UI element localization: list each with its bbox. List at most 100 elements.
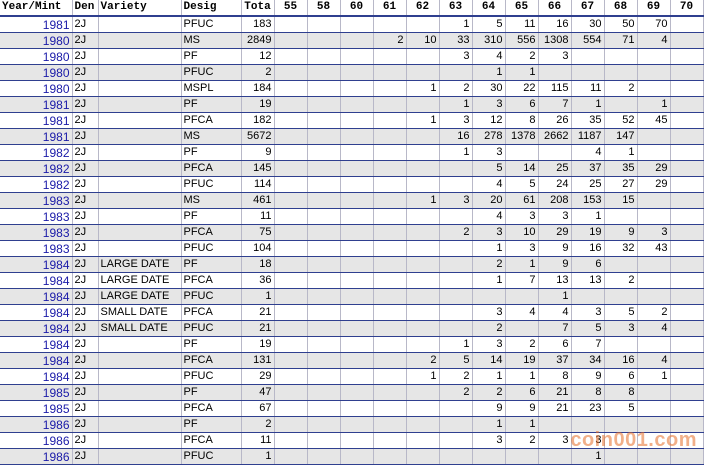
grade-cell	[274, 144, 308, 161]
table-row: 1984 2J LARGE DATE PF 18 2 1 9 6	[0, 256, 704, 273]
year-link[interactable]: 1984	[0, 336, 73, 353]
grade-cell	[406, 224, 440, 241]
year-link[interactable]: 1984	[0, 304, 73, 321]
year-link[interactable]: 1981	[0, 16, 73, 33]
grade-cell	[373, 128, 407, 145]
year-link[interactable]: 1984	[0, 320, 73, 337]
grade-count: 1	[505, 416, 539, 433]
grade-cell	[637, 80, 671, 97]
grade-count: 15	[604, 192, 638, 209]
grade-count: 12	[472, 112, 506, 129]
year-link[interactable]: 1985	[0, 400, 73, 417]
grade-cell	[274, 416, 308, 433]
table-row: 1980 2J MS 2849 2 10 33 310 556 1308 554 71 4	[0, 32, 704, 49]
grade-cell	[637, 432, 671, 449]
grade-cell	[637, 416, 671, 433]
year-link[interactable]: 1983	[0, 192, 73, 209]
grade-cell	[274, 160, 308, 177]
grade-count: 14	[472, 352, 506, 369]
grade-cell	[571, 288, 605, 305]
grade-cell	[406, 160, 440, 177]
grade-count: 4	[571, 144, 605, 161]
year-link[interactable]: 1980	[0, 64, 73, 81]
grade-count: 3	[637, 224, 671, 241]
grade-cell	[670, 320, 704, 337]
grade-cell	[340, 352, 374, 369]
grade-cell	[307, 16, 341, 33]
grade-cell	[307, 272, 341, 289]
grade-cell	[439, 256, 473, 273]
year-link[interactable]: 1980	[0, 80, 73, 97]
table-row: 1981 2J PFUC 183 1 5 11 16 30 50 70	[0, 16, 704, 33]
year-link[interactable]: 1984	[0, 368, 73, 385]
grade-count: 2	[604, 272, 638, 289]
year-link[interactable]: 1984	[0, 352, 73, 369]
grade-cell	[373, 224, 407, 241]
year-link[interactable]: 1980	[0, 32, 73, 49]
grade-cell	[637, 128, 671, 145]
grade-cell	[340, 320, 374, 337]
year-link[interactable]: 1984	[0, 288, 73, 305]
total: 36	[241, 272, 275, 289]
year-link[interactable]: 1982	[0, 160, 73, 177]
designation: MS	[181, 192, 242, 209]
year-link[interactable]: 1980	[0, 48, 73, 65]
year-link[interactable]: 1982	[0, 144, 73, 161]
table-row: 1984 2J LARGE DATE PFUC 1 1	[0, 288, 704, 305]
watermark: coin001.com	[570, 429, 697, 451]
year-link[interactable]: 1983	[0, 224, 73, 241]
grade-cell	[670, 304, 704, 321]
year-link[interactable]: 1986	[0, 416, 73, 433]
grade-count: 7	[571, 336, 605, 353]
grade-cell	[670, 16, 704, 33]
grade-cell	[340, 48, 374, 65]
denomination: 2J	[72, 320, 99, 337]
grade-cell	[274, 128, 308, 145]
designation: PF	[181, 336, 242, 353]
grade-cell	[670, 32, 704, 49]
grade-cell	[604, 208, 638, 225]
grade-count: 278	[472, 128, 506, 145]
denomination: 2J	[72, 112, 99, 129]
year-link[interactable]: 1984	[0, 256, 73, 273]
denomination: 2J	[72, 384, 99, 401]
grade-count: 3	[505, 240, 539, 257]
year-link[interactable]: 1985	[0, 384, 73, 401]
total: 182	[241, 112, 275, 129]
variety	[98, 16, 182, 33]
year-link[interactable]: 1984	[0, 272, 73, 289]
grade-count: 3	[538, 432, 572, 449]
grade-cell	[373, 208, 407, 225]
variety	[98, 336, 182, 353]
denomination: 2J	[72, 144, 99, 161]
year-link[interactable]: 1982	[0, 176, 73, 193]
grade-cell	[439, 304, 473, 321]
year-link[interactable]: 1981	[0, 112, 73, 129]
designation: PFCA	[181, 304, 242, 321]
variety: SMALL DATE	[98, 320, 182, 337]
grade-count: 16	[571, 240, 605, 257]
grade-cell	[670, 240, 704, 257]
year-link[interactable]: 1986	[0, 432, 73, 449]
grade-cell	[340, 256, 374, 273]
grade-cell	[340, 32, 374, 49]
grade-cell	[373, 400, 407, 417]
year-link[interactable]: 1981	[0, 128, 73, 145]
year-link[interactable]: 1983	[0, 240, 73, 257]
year-link[interactable]: 1983	[0, 208, 73, 225]
grade-count: 1	[472, 240, 506, 257]
grade-count: 8	[571, 384, 605, 401]
grade-count: 2662	[538, 128, 572, 145]
grade-count: 1	[472, 368, 506, 385]
grade-cell	[406, 208, 440, 225]
grade-cell	[274, 288, 308, 305]
year-link[interactable]: 1986	[0, 448, 73, 465]
grade-cell	[637, 64, 671, 81]
year-link[interactable]: 1981	[0, 96, 73, 113]
variety	[98, 448, 182, 465]
grade-cell	[571, 416, 605, 433]
grade-count: 3	[571, 432, 605, 449]
grade-cell	[307, 288, 341, 305]
grade-cell	[439, 320, 473, 337]
grade-count: 9	[505, 400, 539, 417]
